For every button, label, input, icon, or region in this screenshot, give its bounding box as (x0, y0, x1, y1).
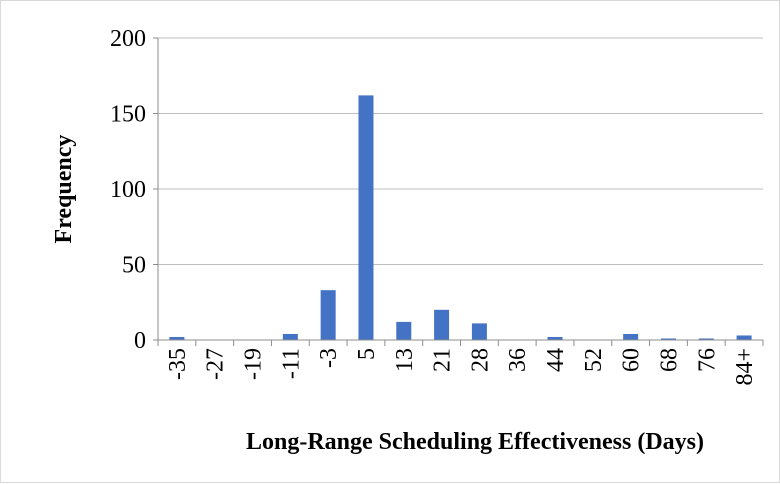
bar-76 (698, 338, 714, 340)
bar--3 (320, 290, 336, 340)
axes (153, 37, 764, 346)
bar-60 (623, 333, 639, 340)
x-tick-label: 28 (467, 348, 493, 372)
y-tick-label: 150 (110, 102, 146, 128)
x-tick-label: 21 (430, 348, 456, 372)
x-tick-label: -3 (316, 348, 342, 368)
x-tick-label: 5 (354, 348, 380, 360)
x-tick-label: -27 (203, 348, 229, 380)
x-tick-label: 76 (694, 348, 720, 372)
bars (169, 95, 752, 340)
bar--35 (169, 336, 185, 340)
x-tick-label: -35 (165, 348, 191, 380)
x-tick-label: 36 (505, 348, 531, 372)
bar-68 (660, 338, 676, 340)
y-tick-label: 100 (110, 177, 146, 203)
bar-21 (434, 309, 450, 340)
y-axis-title: Frequency (51, 135, 77, 244)
x-tick-label: 13 (392, 348, 418, 372)
x-tick-label: 84+ (732, 348, 758, 386)
bar-13 (396, 321, 412, 340)
y-tick-label: 50 (122, 253, 146, 279)
x-axis-title: Long-Range Scheduling Effectiveness (Day… (246, 429, 704, 455)
x-tick-label: 68 (656, 348, 682, 372)
bar-84+ (736, 335, 752, 340)
bar-28 (471, 323, 487, 340)
x-tick-label: -19 (241, 348, 267, 380)
x-tick-label: 52 (581, 348, 607, 372)
x-tick-label: 60 (619, 348, 645, 372)
x-tick-label: 44 (543, 348, 569, 372)
bar--11 (282, 333, 298, 340)
y-tick-label: 200 (110, 26, 146, 52)
bar-5 (358, 95, 374, 340)
y-tick-label: 0 (134, 328, 146, 354)
bar-44 (547, 336, 563, 340)
x-tick-label: -11 (278, 348, 304, 379)
gridlines (158, 37, 763, 265)
